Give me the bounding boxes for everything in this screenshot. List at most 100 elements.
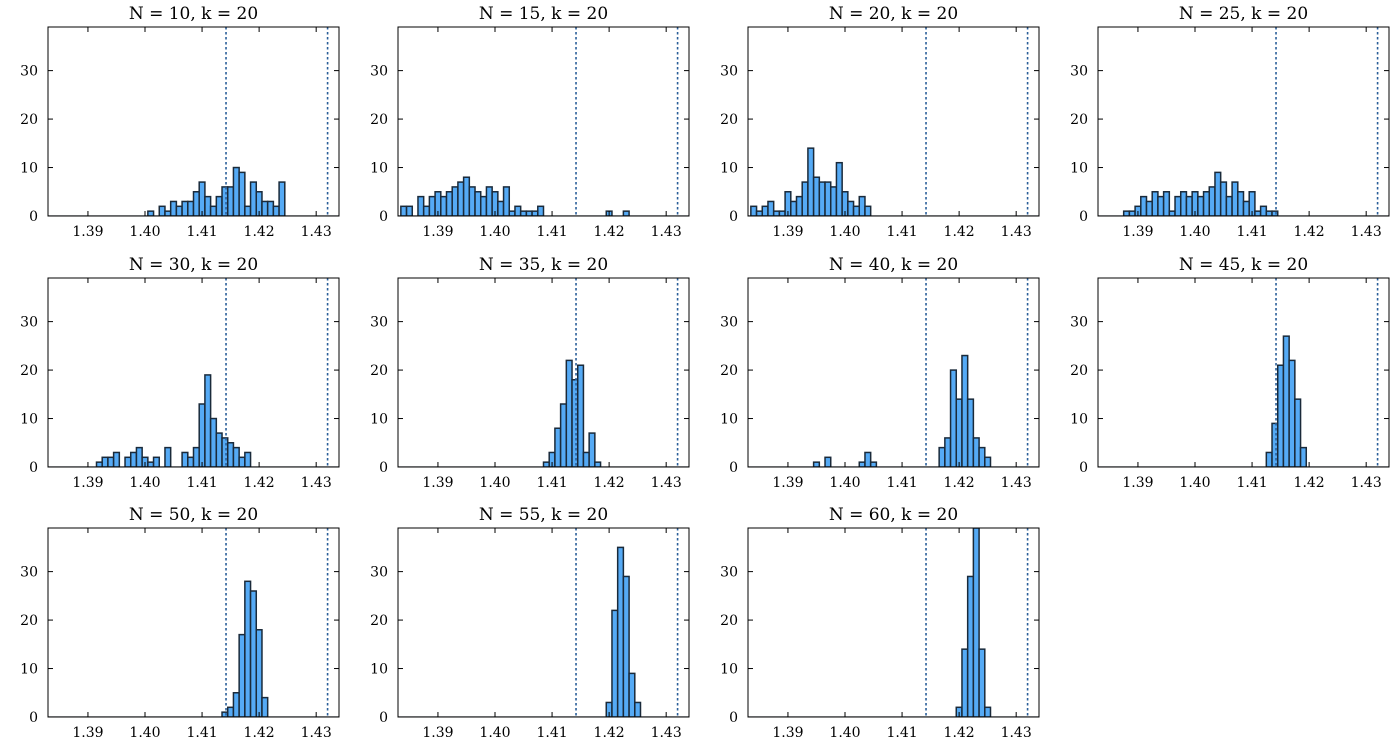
x-tick-label: 1.41 — [1236, 475, 1267, 491]
histogram-bar — [761, 205, 769, 216]
histogram-bar — [858, 195, 866, 216]
histogram-bar — [1231, 181, 1239, 216]
histogram-bar — [221, 186, 229, 216]
histogram-bar — [152, 456, 161, 467]
histogram-bar — [417, 195, 425, 216]
y-tick-label: 20 — [370, 613, 388, 629]
plot-area — [48, 278, 339, 467]
histogram-bar — [238, 633, 246, 717]
histogram-bar — [187, 456, 195, 467]
histogram-bar — [938, 446, 946, 467]
histogram-bar — [858, 461, 866, 467]
y-tick-label: 30 — [370, 315, 388, 331]
axes-frame — [747, 277, 1040, 468]
axes-frame — [1097, 26, 1390, 217]
histogram-bar — [508, 210, 516, 216]
histogram-bar — [147, 210, 155, 216]
histogram-bar — [181, 451, 189, 467]
y-tick-label: 30 — [720, 315, 738, 331]
y-tick-label: 30 — [1070, 64, 1088, 80]
x-tick-label: 1.40 — [829, 725, 860, 741]
histogram-bar — [801, 181, 809, 216]
histogram-bar — [576, 364, 585, 467]
histogram-bar — [818, 181, 826, 216]
histogram-bar — [1271, 422, 1279, 467]
y-tick-label: 30 — [20, 64, 38, 80]
histogram-bar — [405, 205, 414, 216]
y-tick-label: 10 — [720, 412, 738, 428]
histogram-bar — [198, 181, 206, 216]
histogram-bar — [588, 432, 596, 467]
histogram-bar — [215, 432, 223, 467]
histogram-bar — [107, 456, 115, 467]
histogram-bar — [1174, 195, 1182, 216]
x-tick-label: 1.42 — [594, 224, 625, 240]
x-tick-label: 1.43 — [301, 475, 332, 491]
plot-area — [48, 27, 339, 216]
histogram-bar — [1282, 335, 1290, 467]
axes-frame — [397, 277, 690, 468]
x-tick-label: 1.40 — [829, 224, 860, 240]
histogram-bar — [966, 398, 975, 467]
x-tick-label: 1.42 — [944, 475, 975, 491]
histogram-bar — [847, 200, 855, 216]
histogram-bar — [984, 706, 992, 717]
x-tick-label: 1.40 — [479, 475, 510, 491]
histogram-bar — [1145, 200, 1153, 216]
histogram-bar — [215, 195, 223, 216]
histogram-panel-2: 1.39 1.40 1.41 1.42 1.43 0 10 20 30 N = 15, k = 2… — [370, 4, 690, 240]
x-tick-label: 1.40 — [1179, 224, 1210, 240]
histogram-bar — [278, 181, 286, 216]
histogram-panel-4: 1.39 1.40 1.41 1.42 1.43 0 10 20 30 N = 25, k = 2… — [1070, 4, 1390, 240]
x-tick-label: 1.40 — [479, 725, 510, 741]
x-tick-label: 1.42 — [944, 725, 975, 741]
panel-title: N = 20, k = 20 — [829, 4, 958, 24]
y-tick-label: 20 — [720, 363, 738, 379]
histogram-bar — [869, 461, 878, 467]
histogram-bar — [955, 398, 963, 467]
x-tick-label: 1.41 — [536, 725, 567, 741]
histogram-bar — [261, 200, 269, 216]
histogram-bar — [1179, 191, 1188, 216]
x-tick-label: 1.42 — [944, 224, 975, 240]
y-tick-label: 20 — [20, 363, 38, 379]
histogram-panel-5: 1.39 1.40 1.41 1.42 1.43 0 10 20 30 N = 30, k = 2… — [20, 255, 340, 491]
histogram-bar — [440, 195, 448, 216]
histogram-bar — [812, 461, 821, 467]
y-tick-label: 20 — [1070, 363, 1088, 379]
histogram-bar — [226, 706, 235, 717]
histogram-panel-8: 1.39 1.40 1.41 1.42 1.43 0 10 20 30 N = 45, k = 2… — [1070, 255, 1390, 491]
histogram-bar — [519, 210, 528, 216]
histogram-bar — [559, 403, 568, 467]
histogram-bar — [187, 200, 195, 216]
y-tick-label: 20 — [1070, 112, 1088, 128]
histogram-bar — [255, 629, 263, 717]
y-tick-label: 20 — [20, 613, 38, 629]
histogram-bar — [554, 427, 562, 467]
histogram-bar — [755, 210, 764, 216]
histogram-bar — [468, 186, 476, 216]
histogram-bar — [204, 195, 212, 216]
x-tick-label: 1.42 — [244, 725, 275, 741]
histogram-bar — [824, 456, 832, 467]
x-tick-label: 1.39 — [422, 475, 453, 491]
histogram-bar — [175, 205, 183, 216]
histogram-bar — [778, 210, 786, 216]
histogram-panel-6: 1.39 1.40 1.41 1.42 1.43 0 10 20 30 N = 35, k = 2… — [370, 255, 690, 491]
histogram-bar — [474, 191, 482, 216]
y-tick-label: 10 — [720, 662, 738, 678]
x-tick-label: 1.39 — [772, 224, 803, 240]
histogram-bar — [238, 456, 246, 467]
histogram-bar — [209, 417, 218, 467]
y-tick-label: 0 — [29, 460, 38, 476]
y-tick-label: 0 — [1079, 460, 1088, 476]
histogram-bar — [101, 456, 109, 467]
histogram-bar — [949, 369, 958, 467]
y-tick-label: 10 — [370, 412, 388, 428]
y-tick-label: 0 — [729, 209, 738, 225]
x-tick-label: 1.39 — [772, 475, 803, 491]
x-tick-label: 1.43 — [1001, 475, 1032, 491]
plot-area — [1098, 27, 1389, 216]
histogram-bar — [400, 205, 408, 216]
histogram-bar — [864, 451, 872, 467]
